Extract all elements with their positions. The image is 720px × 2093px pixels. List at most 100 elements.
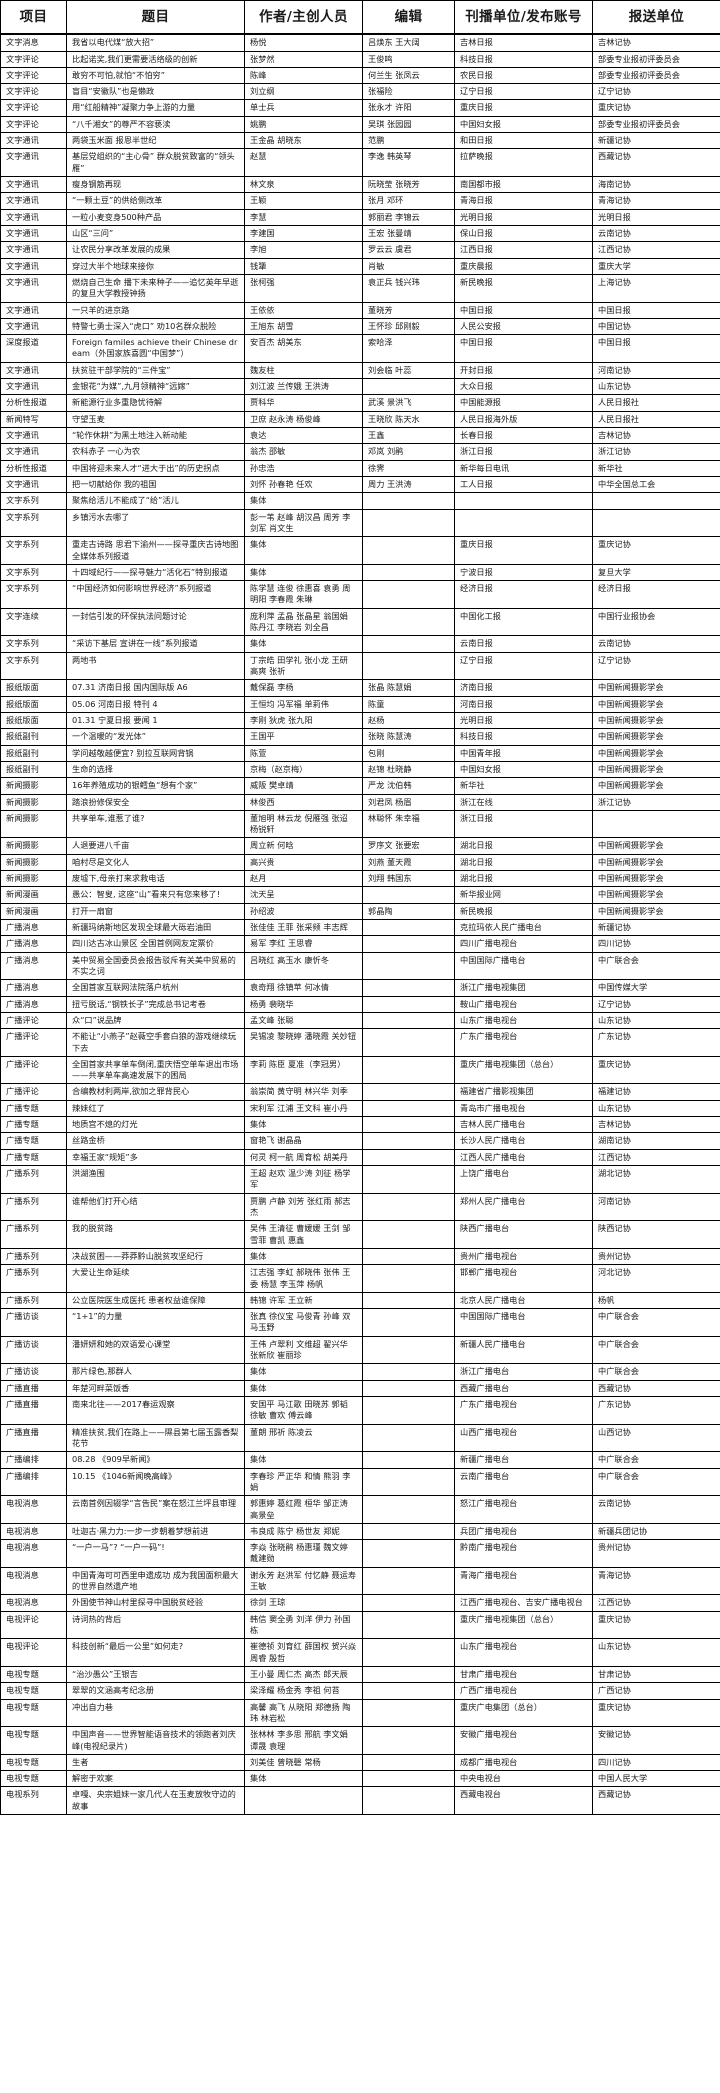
cell-item: 广播消息 xyxy=(0,918,67,937)
cell-publisher: 吉林日报 xyxy=(454,33,593,52)
cell-title: 废墟下,母亲打来求救电话 xyxy=(66,870,245,888)
cell-editor xyxy=(362,492,455,510)
cell-author: 庞利萍 孟晶 张晶星 翁国娟 陈丹江 李晓岩 刘全昌 xyxy=(244,607,363,637)
cell-publisher: 新华每日电讯 xyxy=(454,459,593,477)
cell-editor xyxy=(362,1247,455,1266)
table-row: 电视专题 生者 刘美佳 曾晓磬 常杨 成都广播电视台 四川记协 xyxy=(0,1753,720,1772)
cell-submitter xyxy=(592,508,720,538)
cell-author: 高兴贵 xyxy=(244,853,363,872)
cell-publisher: 光明日报 xyxy=(454,208,593,226)
table-row: 广播专题 辣妹红了 宋利军 江浦 王文科 崔小丹 青岛市广播电视台 山东记协 xyxy=(0,1099,720,1118)
cell-editor: 袁正兵 钱兴玮 xyxy=(362,273,455,303)
cell-title: 学问越敬越便宜? 别拉互联网背锅 xyxy=(66,744,245,762)
cell-editor xyxy=(362,1566,455,1596)
cell-title: 全国首家互联网法院落户杭州 xyxy=(66,979,245,997)
cell-submitter: 青海记协 xyxy=(592,192,720,210)
cell-submitter: 吉林记协 xyxy=(592,1116,720,1134)
cell-submitter: 四川记协 xyxy=(592,935,720,953)
cell-editor: 郭晶陶 xyxy=(362,902,455,921)
cell-publisher: 安徽广播电视台 xyxy=(454,1726,593,1755)
cell-author: 威阪 樊卓靖 xyxy=(244,777,363,795)
cell-author: 王恒均 冯军福 单莉伟 xyxy=(244,695,363,713)
cell-title: 中国声音——世界智能语音技术的领跑者刘庆峰(电视纪录片) xyxy=(66,1726,245,1755)
table-row: 广播系列 洪湖渔围 王超 赵欢 温少涛 刘征 杨学军 上饶广播电台 湖北记协 xyxy=(0,1165,720,1194)
cell-editor xyxy=(362,1638,455,1667)
cell-title: 谁帮他们打开心结 xyxy=(66,1192,245,1222)
cell-editor xyxy=(362,651,455,681)
cell-submitter xyxy=(592,809,720,839)
cell-author: 卫庶 赵永涛 杨俊峰 xyxy=(244,410,363,429)
cell-author: 王依依 xyxy=(244,301,363,319)
table-row: 广播消息 全国首家互联网法院落户杭州 袁奇翔 徐镇苹 何冰倩 浙江广播电视集团 中国传媒… xyxy=(0,979,720,997)
cell-item: 电视专题 xyxy=(0,1698,67,1728)
cell-title: 辣妹红了 xyxy=(66,1099,245,1118)
cell-title: 一只羊的进京路 xyxy=(66,301,245,319)
cell-editor xyxy=(362,1451,455,1469)
cell-publisher: 北京人民广播电台 xyxy=(454,1291,593,1310)
cell-publisher: 福建省广播影视集团 xyxy=(454,1083,593,1101)
cell-item: 电视消息 xyxy=(0,1594,67,1612)
cell-submitter: 广西记协 xyxy=(592,1682,720,1700)
cell-submitter: 广东记协 xyxy=(592,1028,720,1057)
cell-title: 01.31 宁夏日报 要闻 1 xyxy=(66,711,245,730)
table-row: 文字通讯 “一颗土豆”的供给侧改革 王颖 张月 邓环 青海日报 青海记协 xyxy=(0,192,720,210)
cell-author: 韩信 窦全勇 刘洋 伊力 孙国栋 xyxy=(244,1610,363,1640)
cell-submitter: 中国新闻摄影学会 xyxy=(592,853,720,872)
cell-editor xyxy=(362,1028,455,1057)
table-row: 文字通讯 一粒小麦变身500种产品 李慧 郭丽君 李锦云 光明日报 光明日报 xyxy=(0,208,720,226)
cell-publisher: 新民晚报 xyxy=(454,273,593,303)
table-row: 广播编排 10.15 《1046新闻晚高峰》 李春珍 严正华 和情 熊羽 李娟 云南广… xyxy=(0,1467,720,1497)
cell-submitter: 云南记协 xyxy=(592,224,720,243)
cell-editor: 罗云云 虞君 xyxy=(362,241,455,259)
table-row: 广播评论 众“口”说品牌 孟文峰 张聪 山东广播电视台 山东记协 xyxy=(0,1011,720,1030)
cell-editor xyxy=(362,1116,455,1134)
cell-author: 袁奇翔 徐镇苹 何冰倩 xyxy=(244,979,363,997)
cell-author: 孟文峰 张聪 xyxy=(244,1011,363,1030)
cell-item: 文字通讯 xyxy=(0,192,67,210)
cell-author: 单士兵 xyxy=(244,99,363,117)
table-row: 文字通讯 把一切献给你 我的祖国 刘怀 孙春艳 任欢 周力 王洪涛 工人日报 中华全国总工… xyxy=(0,475,720,494)
cell-submitter: 新华社 xyxy=(592,459,720,477)
cell-author: 京梅（赵京梅） xyxy=(244,760,363,779)
cell-publisher: 怒江广播电视台 xyxy=(454,1495,593,1524)
cell-submitter: 新疆兵团记协 xyxy=(592,1522,720,1541)
cell-item: 文字通讯 xyxy=(0,175,67,194)
cell-publisher: 邯郸广播电视台 xyxy=(454,1264,593,1293)
cell-author: 杨勇 裴晓华 xyxy=(244,995,363,1013)
cell-title: 那片绿色,那群人 xyxy=(66,1363,245,1381)
cell-author: 林文泉 xyxy=(244,175,363,194)
cell-author: 集体 xyxy=(244,1379,363,1398)
cell-publisher: 兵团广播电视台 xyxy=(454,1522,593,1541)
cell-title: 中国青海可可西里申遗成功 成为我国面积最大的世界自然遗产地 xyxy=(66,1566,245,1596)
cell-submitter: 海南记协 xyxy=(592,175,720,194)
cell-title: 08.28 《909早新闻》 xyxy=(66,1451,245,1469)
cell-submitter: 复旦大学 xyxy=(592,563,720,582)
cell-submitter xyxy=(592,492,720,510)
cell-publisher: 拉萨晚报 xyxy=(454,148,593,177)
cell-item: 文字评论 xyxy=(0,99,67,117)
cell-item: 广播评论 xyxy=(0,1055,67,1085)
cell-item: 文字通讯 xyxy=(0,241,67,259)
cell-item: 文字系列 xyxy=(0,651,67,681)
cell-item: 广播专题 xyxy=(0,1116,67,1134)
cell-publisher: 西藏广播电台 xyxy=(454,1379,593,1398)
cell-editor: 王怀珍 邱刚毅 xyxy=(362,317,455,336)
cell-item: 文字通讯 xyxy=(0,257,67,275)
cell-publisher: 开封日报 xyxy=(454,361,593,380)
cell-item: 新闻漫画 xyxy=(0,902,67,921)
cell-item: 文字通讯 xyxy=(0,378,67,396)
cell-publisher: 科技日报 xyxy=(454,728,593,746)
cell-editor: 何兰生 张凤云 xyxy=(362,66,455,85)
cell-item: 广播系列 xyxy=(0,1291,67,1310)
cell-author: 韦良成 陈宁 杨世友 郑妮 xyxy=(244,1522,363,1541)
cell-title: “一户一马”? “一户一码”! xyxy=(66,1539,245,1568)
cell-author: 安百杰 胡美东 xyxy=(244,334,363,363)
cell-title: 潘妍妍和她的双语爱心课堂 xyxy=(66,1335,245,1365)
cell-submitter: 四川记协 xyxy=(592,1753,720,1772)
cell-editor xyxy=(362,1335,455,1365)
cell-item: 广播访谈 xyxy=(0,1363,67,1381)
cell-author: 何灵 柯一航 周育松 胡美丹 xyxy=(244,1148,363,1167)
cell-author: 集体 xyxy=(244,492,363,510)
cell-editor: 赵锦 杜晓静 xyxy=(362,760,455,779)
cell-editor xyxy=(362,995,455,1013)
